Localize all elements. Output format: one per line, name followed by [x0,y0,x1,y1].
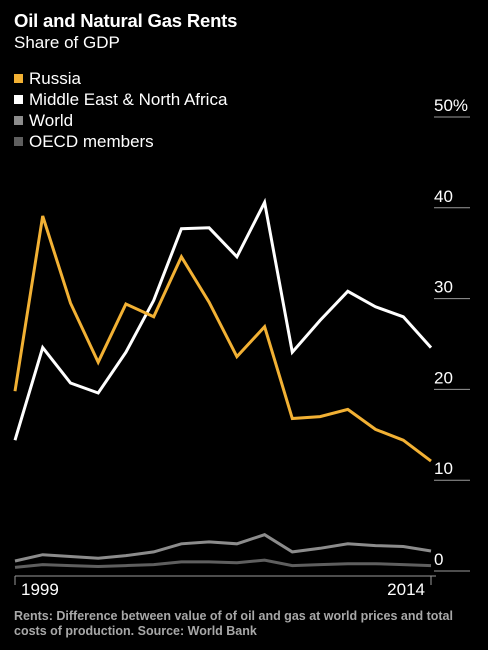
chart-title: Oil and Natural Gas Rents [14,10,238,31]
legend-swatch-world [14,116,23,125]
legend-swatch-russia [14,74,23,83]
legend-item-oecd: OECD members [14,131,227,152]
series-line-world [14,533,432,563]
x-tick-label-1999: 1999 [21,580,59,599]
legend-swatch-oecd [14,137,23,146]
y-tick-label-0: 0 [434,550,443,569]
y-tick-label-10: 10 [434,459,453,478]
legend-label-oecd: OECD members [29,131,154,151]
series-line-oecd [14,558,432,569]
legend-item-mena: Middle East & North Africa [14,89,227,110]
y-tick-label-30: 30 [434,278,453,297]
y-tick-label-50: 50% [434,96,468,115]
legend-item-world: World [14,110,227,131]
y-tick-label-40: 40 [434,187,453,206]
legend-item-russia: Russia [14,68,227,89]
y-tick-label-20: 20 [434,368,453,387]
legend-swatch-mena [14,95,23,104]
x-tick-label-2014: 2014 [387,580,425,599]
footnote: Rents: Difference between value of of oi… [14,609,453,638]
series-line-russia [13,215,432,463]
chart-subtitle: Share of GDP [14,33,120,52]
series-line-mena [13,197,433,441]
legend-label-mena: Middle East & North Africa [29,89,228,109]
legend: Russia Middle East & North Africa World … [14,68,227,152]
legend-label-world: World [29,110,74,130]
legend-label-russia: Russia [29,68,81,88]
